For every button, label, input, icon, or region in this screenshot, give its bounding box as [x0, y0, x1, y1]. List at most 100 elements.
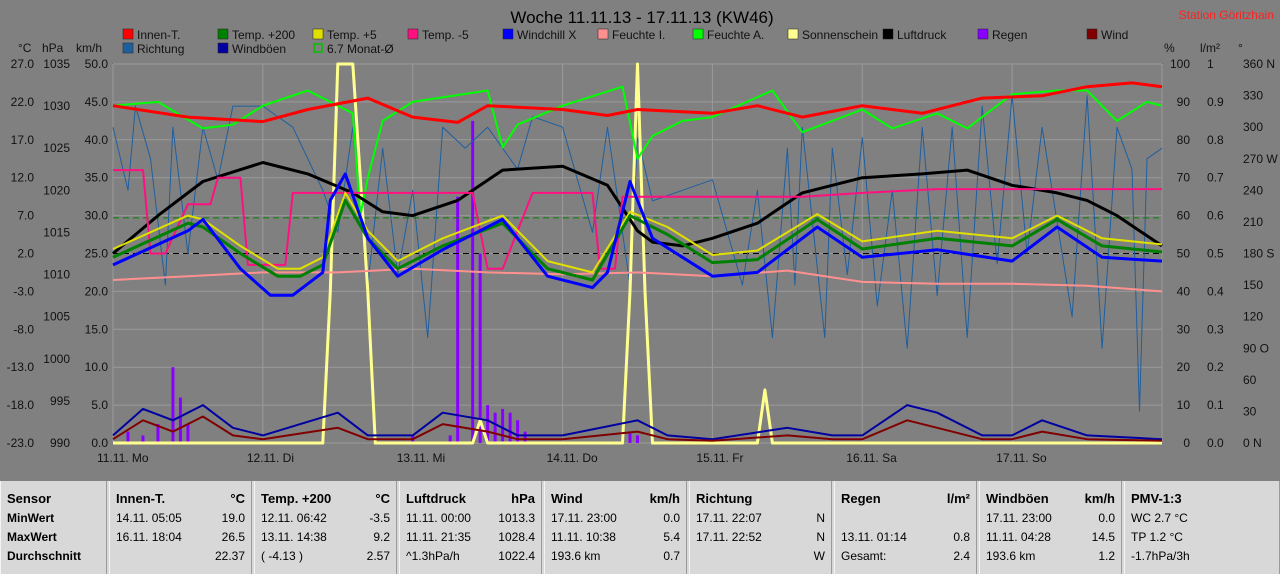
y-tick-label: 17.0 [11, 133, 35, 147]
legend-swatch [407, 28, 419, 40]
summary-cell-value: 0.8 [953, 530, 970, 544]
y-tick-label: 30 [1177, 322, 1191, 336]
summary-cell-left: MinWert [7, 511, 55, 525]
summary-cell-left: 11.11. 00:00 [406, 511, 471, 525]
summary-row: 17.11. 22:52 N [696, 528, 825, 547]
summary-title: Windböen [986, 491, 1049, 506]
summary-cell-value: 14.5 [1091, 530, 1115, 544]
regen-bar [516, 420, 520, 443]
y-tick-label: 60 [1177, 209, 1191, 223]
legend-swatch [882, 28, 894, 40]
y-tick-label: 0.7 [1207, 171, 1224, 185]
legend-label: Windchill X [517, 28, 576, 42]
summary-cell-value: 2.57 [366, 549, 390, 563]
summary-row: 13.11. 14:38 9.2 [261, 528, 390, 547]
summary-header: PMV-1:3 [1131, 489, 1273, 508]
y-tick-label: 20.0 [85, 284, 109, 298]
y-tick-label: 1000 [43, 352, 70, 366]
legend-label: 6.7 Monat-Ø [327, 42, 394, 56]
summary-column: Regen l/m² 13.11. 01:14 0.8 Gesamt: 2.4 [834, 481, 977, 574]
summary-title: Temp. +200 [261, 491, 332, 506]
summary-title: Wind [551, 491, 583, 506]
y-tick-label: 35.0 [85, 171, 109, 185]
y-tick-label: 60 [1243, 373, 1257, 387]
summary-column: Temp. +200 °C 12.11. 06:42 -3.5 13.11. 14:38… [254, 481, 397, 574]
summary-cell-left: -1.7hPa/3h [1131, 549, 1190, 563]
unit-lm2: l/m² [1200, 41, 1220, 55]
unit-percent: % [1164, 41, 1175, 55]
y-tick-label: 30 [1243, 404, 1257, 418]
y-tick-label: 1 [1207, 57, 1214, 71]
legend-swatch [597, 28, 609, 40]
summary-column: PMV-1:3 WC 2.7 °C TP 1.2 °C -1.7hPa/3h [1124, 481, 1280, 574]
summary-unit: hPa [511, 491, 535, 506]
legend: Innen-T. Temp. +200 Temp. +5 Temp. -5 Windch… [122, 28, 1128, 56]
legend-item: Sonnenschein [787, 28, 878, 42]
legend-label: Regen [992, 28, 1027, 42]
summary-cell-value: 1013.3 [498, 511, 535, 525]
y-tick-label: 50 [1177, 247, 1191, 261]
summary-row: ^1.3hPa/h 1022.4 [406, 547, 535, 566]
y-tick-label: 40.0 [85, 133, 109, 147]
regen-bar [456, 196, 460, 443]
legend-label: Feuchte A. [707, 28, 764, 42]
summary-header: Richtung [696, 489, 825, 508]
x-tick-label: 14.11. Do [547, 451, 598, 465]
y-tick-label: 10 [1177, 398, 1191, 412]
y-tick-label: 0.3 [1207, 322, 1224, 336]
regen-bar [156, 424, 160, 443]
regen-bar [523, 431, 527, 443]
summary-row: TP 1.2 °C [1131, 528, 1273, 547]
series-line [112, 95, 1163, 412]
series-line [112, 415, 1163, 442]
series-line [112, 191, 1163, 274]
y-tick-label: 50.0 [85, 57, 109, 71]
y-tick-label: 0.8 [1207, 133, 1224, 147]
y-tick-label: -23.0 [7, 436, 35, 450]
summary-header: Temp. +200 °C [261, 489, 390, 508]
summary-cell-value: 26.5 [221, 530, 245, 544]
summary-row: 16.11. 18:04 26.5 [116, 528, 245, 547]
legend-item: 6.7 Monat-Ø [313, 42, 394, 56]
summary-cell-left: 16.11. 18:04 [116, 530, 182, 544]
summary-cell-left: 11.11. 10:38 [551, 530, 616, 544]
summary-cell-value: 1022.4 [498, 549, 535, 563]
series-line [112, 161, 1163, 255]
y-tick-label: 0.0 [91, 436, 108, 450]
x-tick-label: 16.11. Sa [846, 451, 897, 465]
summary-row: WC 2.7 °C [1131, 509, 1273, 528]
summary-title: Richtung [696, 491, 753, 506]
regen-bar [628, 431, 632, 443]
legend-label: Innen-T. [137, 28, 180, 42]
summary-cell-left: 14.11. 05:05 [116, 511, 182, 525]
y-tick-label: 150 [1243, 278, 1263, 292]
summary-row: MaxWert [7, 528, 100, 547]
summary-unit: °C [230, 491, 245, 506]
regen-bar [478, 253, 482, 443]
summary-cell-left: 193.6 km [551, 549, 601, 563]
summary-row: 11.11. 21:35 1028.4 [406, 528, 535, 547]
y-tick-label: 0.1 [1207, 398, 1224, 412]
y-tick-label: 360 N [1243, 57, 1275, 71]
legend-item: Innen-T. [122, 28, 180, 42]
weather-chart: Woche 11.11.13 - 17.11.13 (KW46) Station… [6, 8, 1279, 465]
summary-cell-left: TP 1.2 °C [1131, 530, 1183, 544]
y-tick-label: 240 [1243, 183, 1263, 197]
legend-label: Feuchte I. [612, 28, 665, 42]
summary-cell-value: N [816, 511, 825, 525]
y-tick-label: 210 [1243, 215, 1263, 229]
series-line [112, 81, 1163, 124]
legend-label: Luftdruck [897, 28, 947, 42]
y-tick-label: 70 [1177, 171, 1191, 185]
summary-header: Sensor [7, 489, 100, 508]
regen-bar [508, 412, 512, 443]
summary-column: Windböen km/h 17.11. 23:00 0.0 11.11. 04:28 1… [979, 481, 1122, 574]
station-label: Station Göritzhain [1179, 8, 1274, 22]
legend-item: Temp. +200 [217, 28, 295, 42]
summary-title: PMV-1:3 [1131, 491, 1182, 506]
summary-cell-left: 17.11. 22:52 [696, 530, 762, 544]
summary-cell-value: 0.0 [663, 511, 680, 525]
legend-label: Temp. -5 [422, 28, 469, 42]
unit-celsius: °C [18, 41, 32, 55]
unit-hpa: hPa [42, 41, 64, 55]
